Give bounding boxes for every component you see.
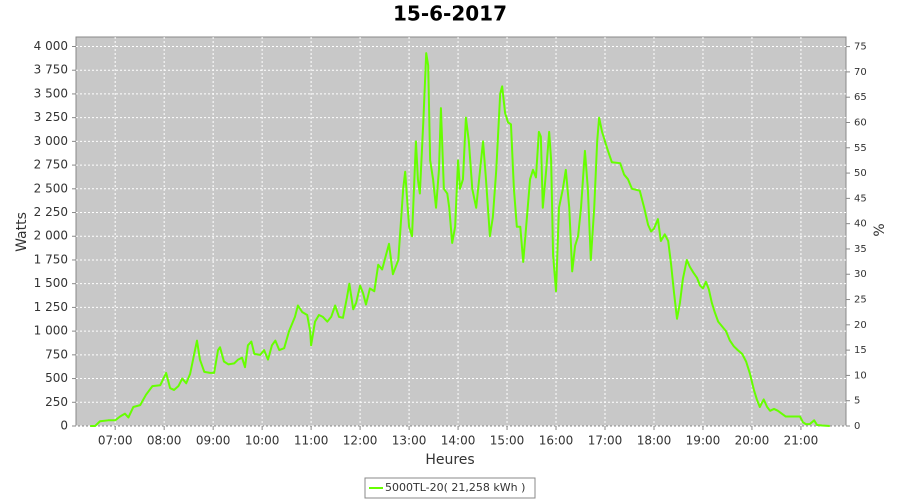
y-tick-label: 250 bbox=[45, 395, 68, 409]
x-tick-label: 14:00 bbox=[441, 434, 476, 448]
x-tick-label: 15:00 bbox=[490, 434, 525, 448]
x-tick-label: 10:00 bbox=[245, 434, 280, 448]
y2-axis-title: % bbox=[872, 223, 888, 236]
y-tick-label: 500 bbox=[45, 371, 68, 385]
x-tick-label: 12:00 bbox=[343, 434, 378, 448]
chart-title: 15-6-2017 bbox=[393, 2, 507, 26]
y-tick-label: 1 000 bbox=[34, 324, 68, 338]
x-tick-label: 13:00 bbox=[392, 434, 427, 448]
y2-tick-label: 70 bbox=[854, 67, 867, 78]
legend-box bbox=[364, 477, 536, 499]
series-line bbox=[90, 52, 830, 427]
x-tick-label: 18:00 bbox=[637, 434, 672, 448]
x-tick-label: 21:00 bbox=[784, 434, 819, 448]
x-axis-title: Heures bbox=[425, 452, 474, 468]
x-tick-label: 19:00 bbox=[686, 434, 721, 448]
y-tick-label: 3 000 bbox=[34, 134, 68, 148]
y-tick-label: 3 500 bbox=[34, 86, 68, 100]
y-tick-label: 1 750 bbox=[34, 252, 68, 266]
y2-tick-label: 65 bbox=[854, 92, 867, 103]
y-tick-label: 1 250 bbox=[34, 300, 68, 314]
y2-tick-label: 35 bbox=[854, 244, 867, 255]
plot-area bbox=[75, 36, 847, 427]
y-tick-label: 1 500 bbox=[34, 276, 68, 290]
y2-tick-label: 15 bbox=[854, 345, 867, 356]
y2-tick-label: 10 bbox=[854, 370, 867, 381]
y2-tick-label: 30 bbox=[854, 269, 867, 280]
y-tick-label: 3 750 bbox=[34, 63, 68, 77]
x-tick-label: 20:00 bbox=[735, 434, 770, 448]
x-tick-label: 08:00 bbox=[147, 434, 182, 448]
y-tick-label: 2 250 bbox=[34, 205, 68, 219]
legend-label: 5000TL-20( 21,258 kWh ) bbox=[385, 481, 525, 494]
y2-tick-label: 25 bbox=[854, 295, 867, 306]
y-tick-label: 4 000 bbox=[34, 39, 68, 53]
y-tick-label: 2 500 bbox=[34, 181, 68, 195]
y2-tick-label: 55 bbox=[854, 143, 867, 154]
x-tick-label: 11:00 bbox=[294, 434, 329, 448]
y2-tick-label: 0 bbox=[854, 421, 860, 432]
y2-tick-label: 20 bbox=[854, 320, 867, 331]
y2-tick-label: 45 bbox=[854, 193, 867, 204]
y2-tick-label: 5 bbox=[854, 396, 860, 407]
x-tick-label: 17:00 bbox=[588, 434, 623, 448]
y2-tick-label: 75 bbox=[854, 42, 867, 53]
x-tick-label: 07:00 bbox=[98, 434, 133, 448]
y-tick-label: 0 bbox=[60, 419, 68, 433]
y-tick-label: 2 750 bbox=[34, 158, 68, 172]
y-tick-label: 750 bbox=[45, 347, 68, 361]
x-tick-label: 16:00 bbox=[539, 434, 574, 448]
y2-tick-label: 60 bbox=[854, 117, 867, 128]
y-tick-label: 2 000 bbox=[34, 229, 68, 243]
y-axis-title: Watts bbox=[14, 212, 30, 252]
y-tick-label: 3 250 bbox=[34, 110, 68, 124]
x-tick-label: 09:00 bbox=[196, 434, 231, 448]
y2-tick-label: 40 bbox=[854, 219, 867, 230]
y2-tick-label: 50 bbox=[854, 168, 867, 179]
